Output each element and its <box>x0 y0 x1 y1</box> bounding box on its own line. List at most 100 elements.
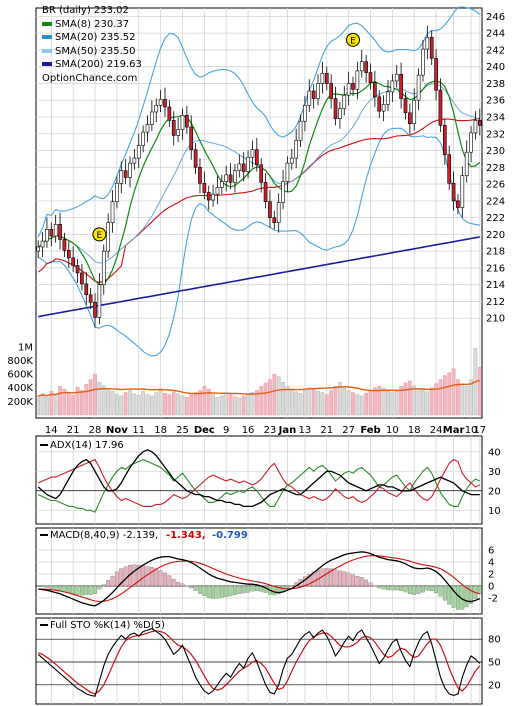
volume-bar <box>80 390 84 416</box>
candle-body <box>119 170 124 184</box>
candle-body <box>237 163 242 171</box>
macd-histogram-bar <box>163 572 167 587</box>
bollinger-lower <box>37 127 480 357</box>
volume-bar <box>198 390 202 416</box>
macd-title: MACD(8,40,9) -2.139, <box>40 530 158 541</box>
macd-histogram-bar <box>215 585 220 599</box>
candle-body <box>421 48 425 76</box>
macd-histogram-bar <box>110 575 115 587</box>
volume-bar <box>58 386 62 416</box>
candle-body <box>110 201 115 223</box>
candle-body <box>97 284 102 318</box>
sto-title-text: Full STO %K(14) %D(5) <box>50 620 165 631</box>
volume-bar <box>307 387 312 416</box>
x-tick-label: 24 <box>430 425 443 436</box>
candle-body <box>390 80 395 93</box>
candle-body <box>93 301 97 318</box>
volume-bar <box>298 392 303 416</box>
macd-histogram-bar <box>359 577 364 587</box>
macd-histogram-bar <box>276 585 281 595</box>
volume-bar <box>259 386 264 416</box>
candle-body <box>303 104 307 122</box>
candle-body <box>307 90 312 106</box>
candle-body <box>141 131 145 146</box>
candle-body <box>176 129 180 136</box>
price-tick-label: 226 <box>486 180 505 191</box>
macd-line <box>38 551 481 607</box>
legend-sma50-label: SMA(50) 235.50 <box>55 45 136 57</box>
macd-histogram-bar <box>84 585 89 596</box>
volume-bar <box>106 388 111 416</box>
candle-body <box>285 162 290 182</box>
candle-body <box>241 163 246 172</box>
volume-bar <box>324 394 329 416</box>
macd-histogram-bar <box>289 585 294 587</box>
x-tick-label: Mar <box>443 425 465 436</box>
candle-body <box>49 229 54 237</box>
sto-tick-label: 20 <box>488 680 501 691</box>
candle-body <box>228 174 233 183</box>
volume-bar <box>447 372 452 416</box>
volume-bar <box>250 392 255 416</box>
volume-bar <box>154 392 159 416</box>
candle-body <box>355 70 360 90</box>
x-tick-label: 10 <box>386 425 399 436</box>
candle-body <box>58 224 62 240</box>
x-tick-label: 9 <box>223 425 229 436</box>
macd-histogram-bar <box>447 585 452 605</box>
macd-histogram-bar <box>421 585 425 593</box>
candle-body <box>185 115 189 128</box>
candle-body <box>45 229 49 242</box>
candle-body <box>163 99 167 108</box>
macd-histogram-bar <box>364 579 369 587</box>
volume-bar <box>211 394 215 416</box>
volume-tick-label: 600K <box>7 370 33 381</box>
candle-body <box>403 98 408 114</box>
price-panel <box>35 7 483 419</box>
price-tick-label: 244 <box>486 29 505 40</box>
candle-body <box>464 151 469 176</box>
candle-body <box>451 182 456 202</box>
candle-body <box>434 58 438 91</box>
volume-bar <box>460 383 465 416</box>
macd-histogram-bar <box>202 585 207 597</box>
volume-bar <box>386 390 390 416</box>
candle-body <box>206 192 211 201</box>
volume-bar <box>276 376 281 416</box>
candle-body <box>329 83 333 99</box>
volume-bar <box>224 392 229 416</box>
earnings-marker <box>92 227 107 242</box>
volume-bar <box>45 397 49 416</box>
legend-sma20: SMA(20) 235.52 <box>42 31 142 45</box>
candle-body <box>456 200 460 208</box>
macd-histogram-bar <box>206 585 211 598</box>
adx-title-text: ADX(14) 17.96 <box>50 440 124 451</box>
candle-body <box>268 201 272 218</box>
candle-body <box>154 104 159 113</box>
candle-body <box>71 257 75 266</box>
candle-body <box>447 154 452 184</box>
macd-histogram-bar <box>399 585 404 591</box>
volume-bar <box>477 367 482 416</box>
volume-bar <box>180 395 185 416</box>
volume-bar <box>351 392 355 416</box>
macd-histogram-bar <box>114 571 119 587</box>
volume-bar <box>289 388 294 416</box>
x-tick-label: 14 <box>45 425 58 436</box>
macd-histogram-bar <box>425 585 430 591</box>
volume-bar <box>36 395 41 416</box>
macd-histogram-bar <box>469 585 473 604</box>
volume-bar <box>254 390 259 416</box>
candle-body <box>359 61 364 72</box>
price-tick-label: 212 <box>486 297 505 308</box>
price-legend: BR (daily) 233.02 SMA(8) 230.37 SMA(20) … <box>42 4 142 86</box>
candle-body <box>324 73 329 84</box>
macd-histogram-bar <box>193 585 198 591</box>
x-tick-label: 27 <box>342 425 355 436</box>
candle-body <box>333 98 338 119</box>
macd-histogram-bar <box>97 585 102 590</box>
macd-title-text: MACD(8,40,9) -2.139, <box>50 530 159 541</box>
macd-value-hist: -0.799 <box>212 530 248 541</box>
macd-histogram-bar <box>58 585 62 591</box>
x-tick-label: 16 <box>242 425 255 436</box>
